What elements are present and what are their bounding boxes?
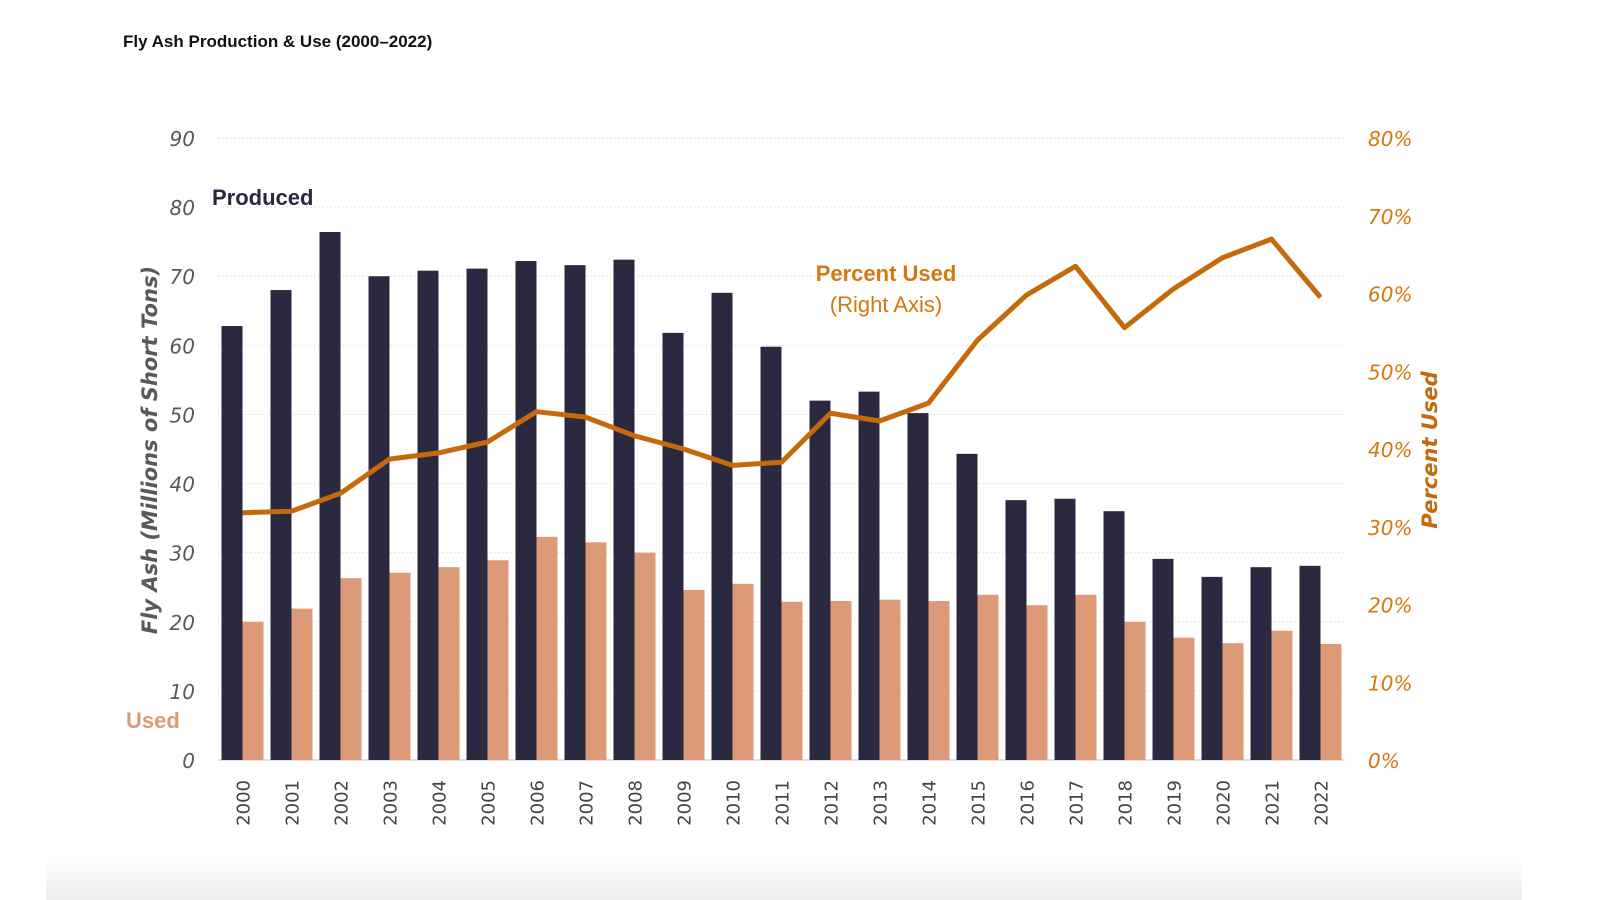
bar-produced-2007: [564, 265, 586, 760]
y2-tick-label: 30%: [1368, 516, 1412, 540]
label-percent-used: Percent Used: [816, 261, 957, 286]
y2-tick-label: 0%: [1368, 749, 1400, 773]
bar-produced-2011: [760, 346, 782, 760]
x-tick-label: 2022: [1312, 780, 1333, 826]
bar-used-2013: [879, 599, 901, 760]
y-tick-label: 10: [170, 680, 195, 704]
bar-produced-2001: [270, 290, 292, 760]
bar-produced-2015: [956, 453, 978, 760]
x-tick-label: 2019: [1165, 780, 1186, 826]
x-tick-label: 2001: [283, 780, 304, 826]
bar-produced-2008: [613, 259, 635, 760]
label-used: Used: [126, 708, 180, 733]
x-tick-label: 2000: [234, 780, 255, 826]
bar-used-2001: [291, 608, 313, 760]
bar-produced-2016: [1005, 500, 1027, 760]
y-tick-label: 40: [170, 473, 195, 497]
bar-produced-2006: [515, 261, 537, 760]
bar-used-2012: [830, 601, 852, 760]
label-produced: Produced: [212, 185, 313, 210]
y-axis-title: Fly Ash (Millions of Short Tons): [138, 266, 162, 634]
label-right-axis: (Right Axis): [830, 292, 942, 317]
y2-tick-label: 80%: [1368, 127, 1412, 151]
x-tick-label: 2005: [479, 780, 500, 826]
y2-tick-label: 50%: [1368, 360, 1412, 384]
bar-produced-2020: [1201, 576, 1223, 760]
y2-tick-label: 70%: [1368, 205, 1412, 229]
bar-used-2019: [1173, 637, 1195, 760]
y-tick-label: 80: [170, 196, 195, 220]
bar-used-2020: [1222, 643, 1244, 760]
bar-produced-2019: [1152, 558, 1174, 760]
bar-used-2011: [781, 601, 803, 760]
y2-tick-label: 10%: [1368, 671, 1412, 695]
x-tick-label: 2011: [773, 780, 794, 826]
bar-produced-2018: [1103, 511, 1125, 760]
x-tick-label: 2007: [577, 780, 598, 826]
x-tick-label: 2017: [1067, 780, 1088, 826]
x-tick-label: 2021: [1263, 780, 1284, 826]
x-tick-label: 2008: [626, 780, 647, 826]
bar-produced-2005: [466, 268, 488, 760]
bar-used-2021: [1271, 630, 1293, 760]
bar-used-2006: [536, 536, 558, 760]
bar-used-2002: [340, 578, 362, 760]
x-tick-label: 2012: [822, 780, 843, 826]
x-tick-label: 2014: [920, 780, 941, 826]
x-tick-label: 2015: [969, 780, 990, 826]
y2-tick-label: 20%: [1368, 594, 1412, 618]
bar-produced-2012: [809, 400, 831, 760]
bar-produced-2003: [368, 276, 390, 760]
x-tick-label: 2010: [724, 780, 745, 826]
bar-used-2017: [1075, 594, 1097, 760]
bar-used-2003: [389, 572, 411, 760]
bar-used-2022: [1320, 643, 1342, 760]
y-tick-label: 90: [170, 127, 195, 151]
bar-produced-2004: [417, 270, 439, 760]
bar-used-2005: [487, 560, 509, 760]
bar-produced-2014: [907, 413, 929, 760]
y-tick-label: 50: [170, 403, 195, 427]
bar-used-2014: [928, 601, 950, 760]
bar-produced-2000: [221, 325, 243, 760]
y2-axis-title: Percent Used: [1418, 370, 1442, 528]
bar-produced-2010: [711, 292, 733, 760]
x-tick-label: 2013: [871, 780, 892, 826]
bar-used-2010: [732, 583, 754, 760]
bar-produced-2017: [1054, 498, 1076, 760]
y-tick-label: 0: [182, 749, 195, 773]
bar-produced-2022: [1299, 565, 1321, 760]
x-tick-label: 2003: [381, 780, 402, 826]
bar-produced-2021: [1250, 567, 1272, 760]
y-tick-label: 60: [170, 334, 195, 358]
bar-produced-2013: [858, 391, 880, 760]
y-tick-label: 20: [170, 611, 195, 635]
bar-used-2009: [683, 589, 705, 760]
x-tick-label: 2009: [675, 780, 696, 826]
bar-used-2018: [1124, 621, 1146, 760]
y2-tick-label: 40%: [1368, 438, 1412, 462]
bar-used-2008: [634, 552, 656, 760]
x-tick-label: 2004: [430, 780, 451, 826]
x-tick-label: 2020: [1214, 780, 1235, 826]
x-tick-label: 2002: [332, 780, 353, 826]
chart-title: Fly Ash Production & Use (2000–2022): [123, 32, 433, 51]
bar-produced-2009: [662, 332, 684, 760]
y-tick-label: 30: [170, 542, 195, 566]
bar-used-2015: [977, 594, 999, 760]
y-tick-label: 70: [170, 265, 195, 289]
bar-used-2004: [438, 567, 460, 760]
bar-used-2016: [1026, 605, 1048, 760]
y2-tick-label: 60%: [1368, 283, 1412, 307]
bar-used-2000: [242, 621, 264, 760]
x-tick-label: 2018: [1116, 780, 1137, 826]
x-tick-label: 2016: [1018, 780, 1039, 826]
bar-used-2007: [585, 542, 607, 760]
bottom-strip: [46, 855, 1522, 900]
x-tick-label: 2006: [528, 780, 549, 826]
